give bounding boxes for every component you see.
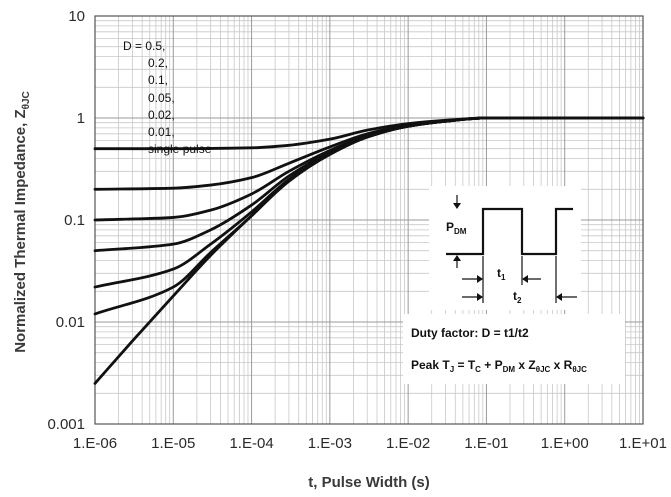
pdm-arrowhead-bottom (453, 255, 461, 261)
pulse-diagram-inset: PDM t1 t2 Duty factor: D = t1/t2 Peak TJ… (403, 186, 625, 384)
x-tick-label: 1.E-02 (386, 435, 430, 452)
y-tick-label: 10 (68, 8, 85, 25)
curve-series-6 (93, 116, 645, 385)
x-tick-label: 1.E-04 (229, 435, 273, 452)
legend-entry-3: 0.05, (148, 91, 175, 105)
y-axis-label: Normalized Thermal Impedance, ZθJC (12, 91, 32, 353)
x-tick-label: 1.E-05 (151, 435, 195, 452)
x-tick-label: 1.E-03 (308, 435, 352, 452)
t2-label: t2 (513, 289, 522, 305)
t2-arrowhead-right (556, 293, 562, 301)
legend: D = 0.5, 0.2, 0.1, 0.05, 0.02, 0.01, sin… (123, 39, 212, 156)
pulse-waveform (446, 207, 573, 256)
t1-arrowhead-left (477, 275, 483, 283)
t1-arrowhead-right (522, 275, 528, 283)
pdm-arrowhead-top (453, 203, 461, 209)
legend-entry-5: 0.01, (148, 125, 175, 139)
duty-factor-text: Duty factor: D = t1/t2 (411, 326, 529, 340)
t2-arrowhead-left (477, 293, 483, 301)
pdm-label: PDM (446, 220, 467, 236)
peak-tj-formula: Peak TJ = TC + PDM x ZθJC x RθJC (411, 358, 587, 374)
t1-label: t1 (497, 266, 506, 282)
x-tick-label: 1.E+00 (541, 435, 589, 452)
x-tick-label: 1.E-01 (464, 435, 508, 452)
inset-background (429, 186, 581, 310)
x-tick-labels: 1.E-06 1.E-05 1.E-04 1.E-03 1.E-02 1.E-01 1.E+… (73, 435, 667, 452)
y-tick-label: 0.001 (47, 416, 85, 433)
legend-entry-6: single pulse (148, 142, 212, 156)
x-tick-label: 1.E-06 (73, 435, 117, 452)
y-tick-label: 1 (77, 110, 85, 127)
y-tick-label: 0.1 (64, 212, 85, 229)
x-tick-label: 1.E+01 (619, 435, 667, 452)
y-tick-label: 0.01 (56, 314, 85, 331)
x-axis-label: t, Pulse Width (s) (308, 474, 430, 491)
series-curves (93, 116, 645, 385)
inset-text-background (403, 314, 625, 384)
y-tick-labels: 0.001 0.01 0.1 1 10 (47, 8, 85, 433)
legend-entry-1: 0.2, (148, 56, 168, 70)
legend-entry-0: D = 0.5, (123, 39, 165, 53)
legend-entry-4: 0.02, (148, 108, 175, 122)
legend-entry-2: 0.1, (148, 73, 168, 87)
